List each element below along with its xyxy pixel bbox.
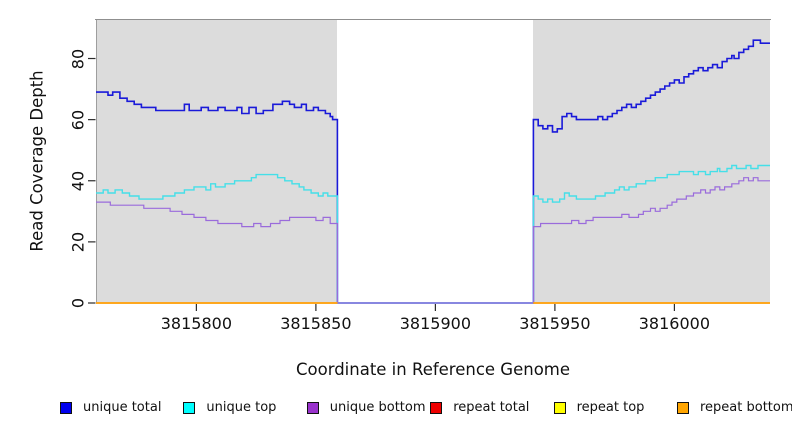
legend-label: unique total [83, 400, 162, 415]
chart-legend: unique total unique top unique bottom repea… [0, 398, 792, 422]
x-axis-tick-label: 3815850 [280, 314, 352, 333]
legend-label: unique top [206, 400, 277, 415]
masked-gap-region [337, 20, 534, 303]
x-axis-title: Coordinate in Reference Genome [295, 360, 571, 379]
y-axis-tick-label: 40 [68, 170, 88, 191]
legend-swatch-icon [60, 401, 72, 414]
y-axis-title: Read Coverage Depth [27, 70, 47, 252]
legend-swatch-icon [430, 401, 443, 414]
y-axis-tick-label: 80 [68, 48, 88, 69]
legend-item-repeat-top: repeat top [553, 400, 645, 415]
x-axis-tick-label: 3816000 [638, 314, 711, 333]
legend-item-repeat-bottom: repeat bottom [677, 400, 792, 415]
legend-label: unique bottom [329, 400, 426, 415]
y-axis-tick-label: 20 [68, 231, 88, 253]
legend-label: repeat total [453, 400, 530, 415]
x-axis-tick-label: 3815900 [399, 314, 471, 333]
panel-top-border [95, 18, 771, 20]
legend-swatch-icon [677, 401, 689, 414]
legend-label: repeat top [576, 400, 645, 415]
x-axis-tick-label: 3815950 [519, 314, 591, 333]
legend-item-unique-total: unique total [60, 400, 161, 415]
legend-item-unique-bottom: unique bottom [306, 400, 426, 415]
x-axis-tick-label: 3815800 [160, 314, 232, 333]
legend-swatch-icon [553, 401, 566, 414]
y-axis-tick-label: 60 [68, 109, 88, 130]
legend-label: repeat bottom [700, 400, 792, 415]
legend-item-unique-top: unique top [183, 400, 276, 415]
legend-swatch-icon [183, 401, 196, 414]
y-axis-tick-label: 0 [68, 297, 88, 309]
legend-swatch-icon [306, 401, 319, 414]
legend-item-repeat-total: repeat total [430, 400, 529, 415]
panel-left-border [95, 20, 97, 303]
